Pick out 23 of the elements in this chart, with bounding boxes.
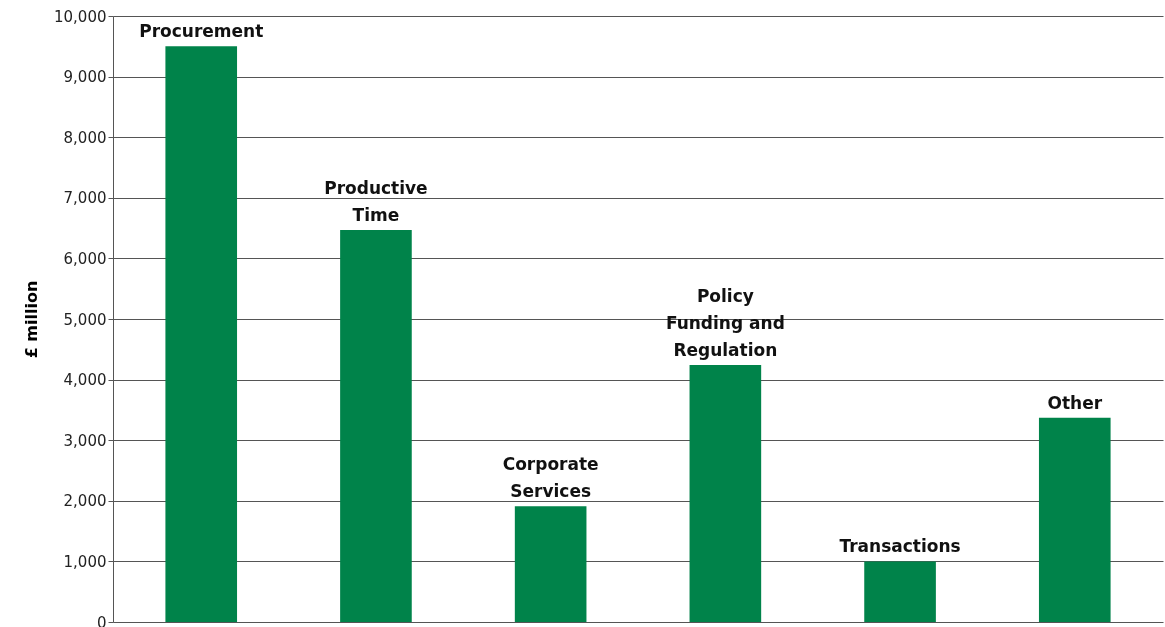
y-tick-label: 1,000 [63, 552, 107, 571]
y-axis-title: £ million [22, 280, 42, 359]
bar [864, 561, 936, 622]
bar [1038, 417, 1111, 622]
y-tick-label: 10,000 [54, 7, 107, 26]
y-tick-label: 8,000 [63, 128, 107, 147]
category-label: Productive Time [324, 177, 428, 225]
bar [340, 229, 412, 622]
y-tick-label: 6,000 [63, 249, 107, 268]
y-tick-label: 0 [96, 613, 107, 627]
bar [165, 46, 238, 622]
bar [689, 365, 762, 622]
category-label: Corporate Services [502, 454, 599, 502]
x-tick-label: Procurement [139, 21, 264, 42]
y-tick-label: 4,000 [63, 371, 107, 390]
x-tick-label: Other [1047, 392, 1103, 413]
y-tick-label: 7,000 [63, 189, 107, 208]
y-tick-label: 9,000 [63, 68, 107, 87]
y-tick-label: 5,000 [63, 310, 107, 329]
y-tick-label: 3,000 [63, 431, 107, 450]
x-tick-label: Transactions [839, 536, 961, 557]
bar [514, 506, 587, 622]
y-tick-label: 2,000 [63, 492, 107, 511]
